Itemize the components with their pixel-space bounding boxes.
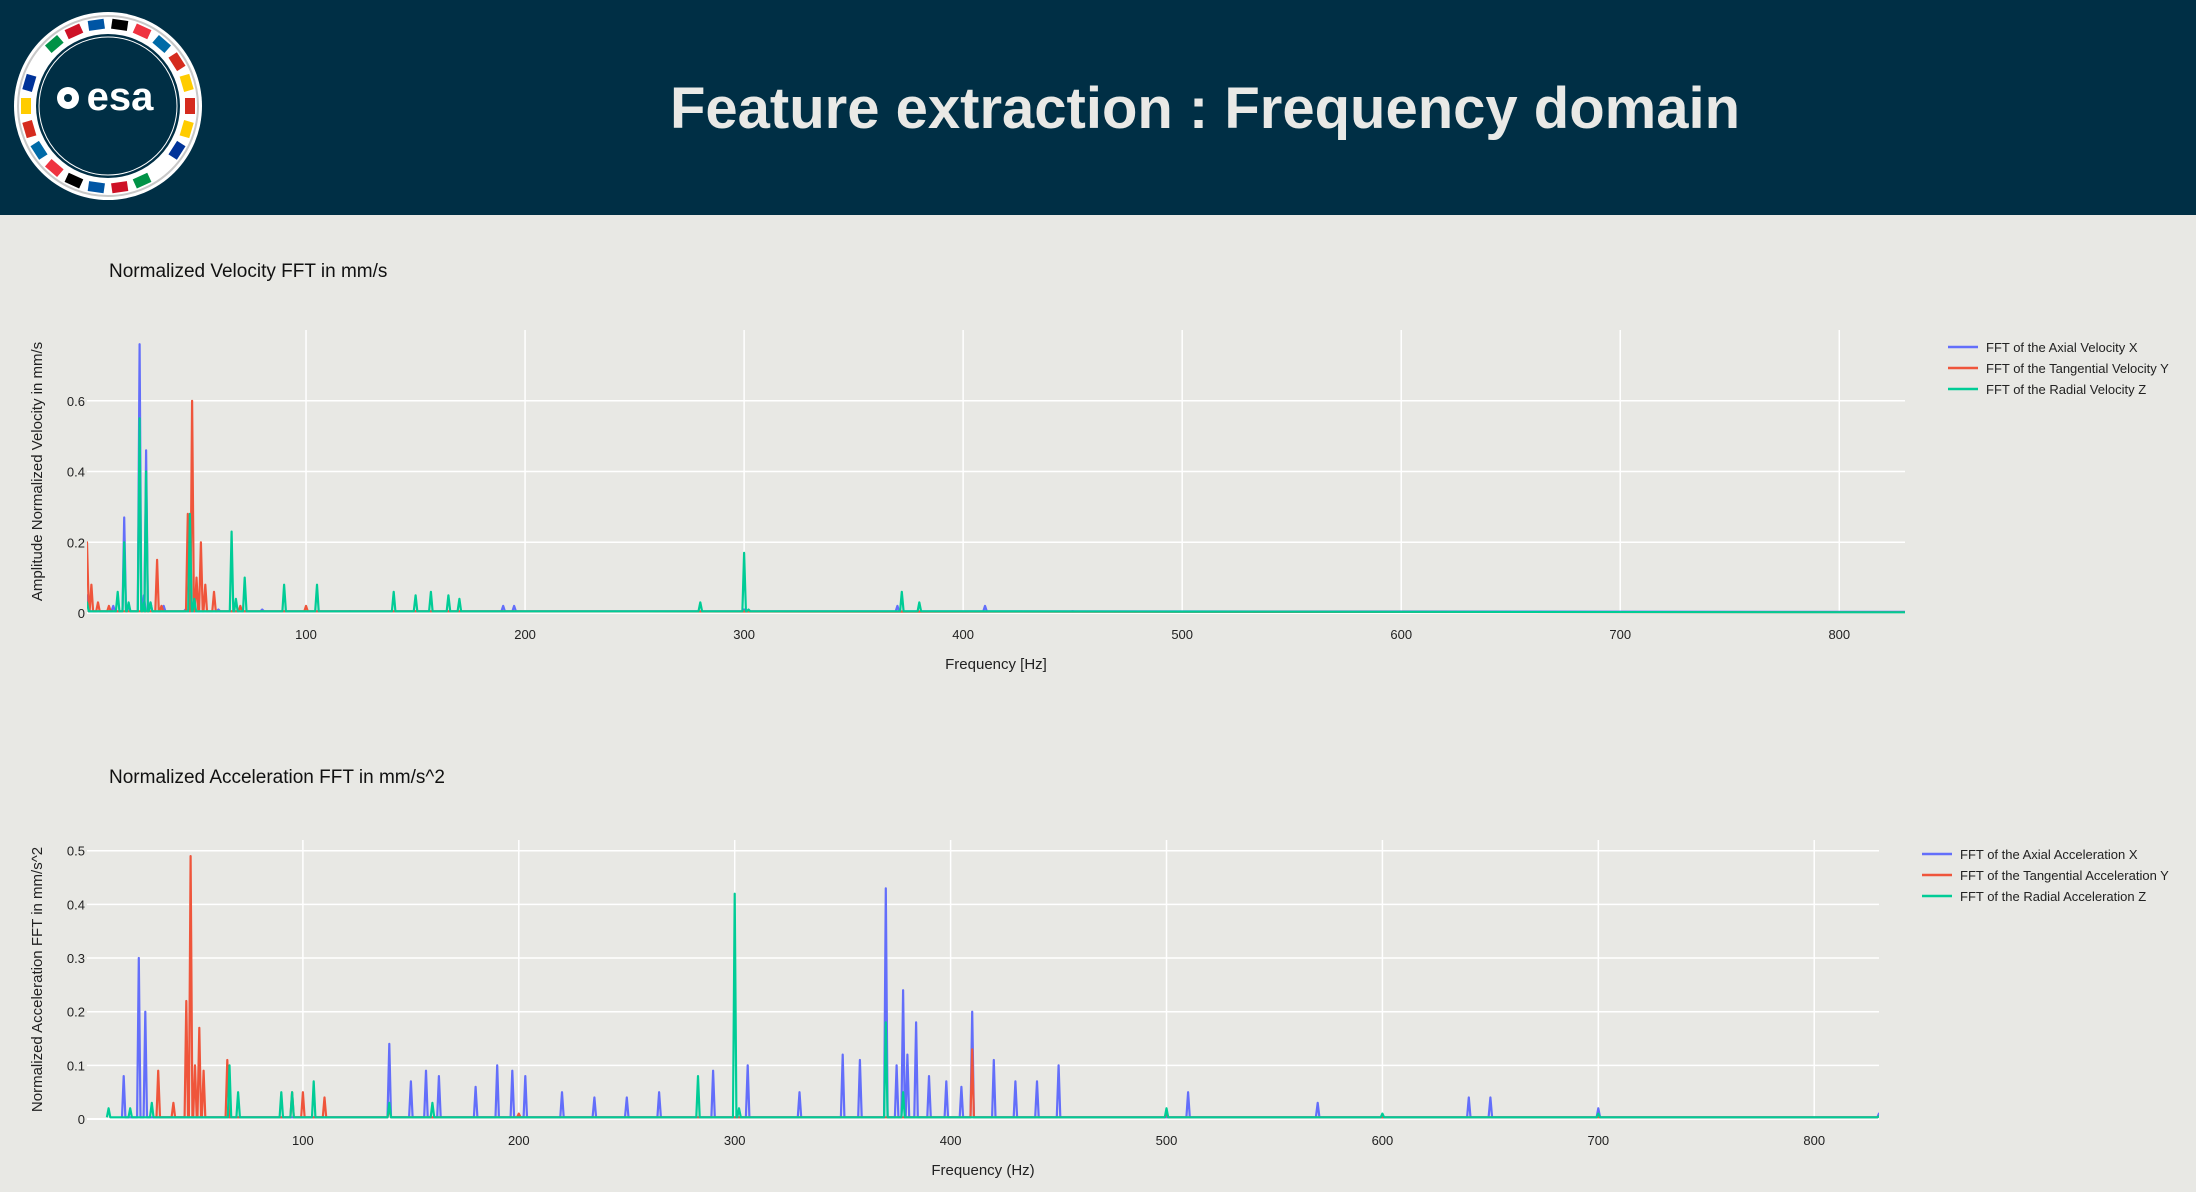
flag-mark: [87, 18, 105, 31]
x-tick-label: 500: [1171, 627, 1193, 642]
x-tick-label: 300: [724, 1133, 746, 1148]
flag-mark: [44, 158, 64, 177]
x-tick-label: 600: [1372, 1133, 1394, 1148]
x-tick-label: 700: [1609, 627, 1631, 642]
flag-mark: [21, 98, 31, 114]
legend-label: FFT of the Tangential Acceleration Y: [1960, 868, 2169, 883]
series-line-2: [87, 399, 1905, 614]
flag-mark: [111, 18, 129, 31]
chart-title: Normalized Velocity FFT in mm/s: [109, 261, 387, 282]
flag-mark: [132, 172, 152, 189]
series-line-2: [155, 855, 1879, 1119]
x-tick-label: 200: [508, 1133, 530, 1148]
legend-label: FFT of the Axial Acceleration X: [1960, 847, 2138, 862]
x-tick-label: 800: [1803, 1133, 1825, 1148]
series-line-3: [87, 417, 1905, 614]
y-tick-label: 0.6: [67, 394, 85, 409]
x-tick-label: 300: [733, 627, 755, 642]
flag-mark: [30, 140, 48, 160]
x-tick-label: 200: [514, 627, 536, 642]
flag-mark: [185, 98, 195, 114]
flag-mark: [64, 23, 84, 40]
y-tick-label: 0: [78, 1112, 85, 1127]
x-tick-label: 700: [1587, 1133, 1609, 1148]
y-tick-label: 0.3: [67, 951, 85, 966]
flag-mark: [64, 172, 84, 189]
flag-mark: [30, 52, 48, 72]
y-tick-label: 0.1: [67, 1058, 85, 1073]
logo-text: esa: [87, 75, 154, 119]
y-tick-label: 0.5: [67, 844, 85, 859]
x-tick-label: 800: [1828, 627, 1850, 642]
page-header: esa Feature extraction : Frequency domai…: [0, 0, 2196, 215]
flag-mark: [168, 52, 186, 72]
y-axis-label: Normalized Acceleration FFT in mm/s^2: [29, 847, 46, 1112]
flag-mark: [179, 73, 194, 92]
legend-label: FFT of the Radial Acceleration Z: [1960, 889, 2146, 904]
flag-mark: [22, 73, 37, 92]
flag-mark: [44, 35, 64, 54]
flag-mark: [179, 120, 194, 139]
y-tick-label: 0.4: [67, 465, 85, 480]
series-line-1: [120, 887, 1879, 1119]
flag-mark: [111, 181, 129, 194]
y-tick-label: 0.4: [67, 897, 85, 912]
x-tick-label: 400: [940, 1133, 962, 1148]
x-tick-label: 600: [1390, 627, 1412, 642]
x-tick-label: 500: [1156, 1133, 1178, 1148]
acceleration-fft-chart: Normalized Acceleration FFT in mm/s^2 100…: [29, 767, 2169, 1179]
flag-mark: [152, 158, 172, 177]
x-tick-label: 100: [295, 627, 317, 642]
flag-mark: [132, 23, 152, 40]
chart-title: Normalized Acceleration FFT in mm/s^2: [109, 767, 445, 788]
series-line-3: [105, 892, 1879, 1119]
y-axis-label: Amplitude Normalized Velocity in mm/s: [29, 342, 46, 601]
legend-label: FFT of the Axial Velocity X: [1986, 340, 2138, 355]
page-title: Feature extraction : Frequency domain: [669, 76, 1741, 141]
y-tick-label: 0: [78, 606, 85, 621]
legend-label: FFT of the Radial Velocity Z: [1986, 382, 2146, 397]
flag-mark: [168, 140, 186, 160]
y-tick-label: 0.2: [67, 535, 85, 550]
velocity-fft-chart: Normalized Velocity FFT in mm/s 100 200 300…: [29, 261, 2169, 673]
x-axis-label: Frequency [Hz]: [945, 656, 1047, 673]
y-tick-label: 0.2: [67, 1005, 85, 1020]
flag-mark: [22, 120, 37, 139]
x-tick-label: 100: [292, 1133, 314, 1148]
flag-mark: [87, 181, 105, 194]
x-axis-label: Frequency (Hz): [931, 1162, 1034, 1179]
x-tick-label: 400: [952, 627, 974, 642]
flag-mark: [152, 35, 172, 54]
esa-logo-icon: esa: [14, 12, 202, 200]
legend-label: FFT of the Tangential Velocity Y: [1986, 361, 2169, 376]
series-line-1: [87, 343, 1905, 613]
